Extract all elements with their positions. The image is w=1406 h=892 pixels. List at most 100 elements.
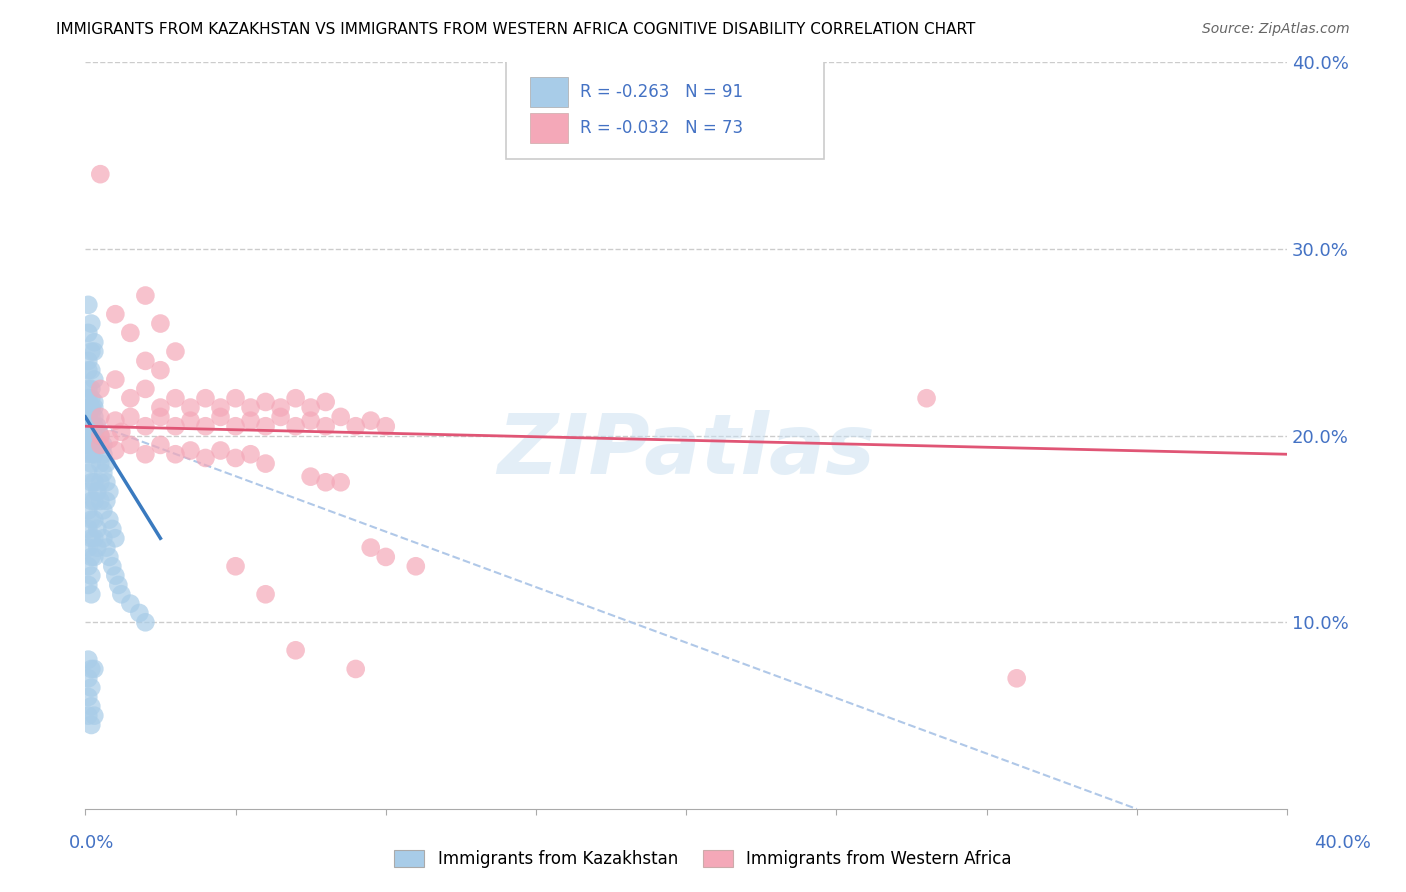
Point — [77, 354, 100, 368]
Point — [360, 541, 382, 555]
Point — [91, 466, 114, 480]
Point — [83, 438, 105, 452]
Point — [149, 438, 172, 452]
Point — [149, 317, 172, 331]
Text: R = -0.032   N = 73: R = -0.032 N = 73 — [581, 119, 744, 136]
Point — [89, 428, 111, 442]
Point — [120, 391, 142, 405]
Point — [80, 568, 103, 582]
Point — [344, 419, 367, 434]
Point — [254, 587, 277, 601]
Point — [284, 419, 307, 434]
Point — [80, 401, 103, 415]
Point — [299, 469, 322, 483]
Point — [110, 587, 132, 601]
Point — [86, 419, 108, 434]
Point — [77, 382, 100, 396]
Point — [104, 531, 127, 545]
Point — [254, 419, 277, 434]
Point — [344, 662, 367, 676]
Point — [179, 414, 201, 428]
Point — [194, 419, 217, 434]
Point — [77, 428, 100, 442]
Point — [239, 401, 262, 415]
Point — [120, 409, 142, 424]
Point — [179, 443, 201, 458]
Point — [83, 335, 105, 350]
Point — [284, 643, 307, 657]
Point — [120, 438, 142, 452]
Point — [165, 447, 187, 461]
Point — [299, 401, 322, 415]
Point — [149, 363, 172, 377]
Point — [98, 432, 121, 446]
Point — [77, 484, 100, 499]
Point — [89, 475, 111, 490]
Point — [77, 447, 100, 461]
Point — [77, 708, 100, 723]
Text: R = -0.263   N = 91: R = -0.263 N = 91 — [581, 83, 744, 101]
Text: 0.0%: 0.0% — [69, 834, 114, 852]
Point — [83, 409, 105, 424]
Point — [80, 494, 103, 508]
Point — [77, 363, 100, 377]
Point — [270, 409, 292, 424]
Point — [134, 382, 156, 396]
Point — [83, 419, 105, 434]
Point — [134, 354, 156, 368]
Point — [80, 475, 103, 490]
Point — [89, 167, 111, 181]
Point — [77, 503, 100, 517]
Point — [89, 382, 111, 396]
Point — [77, 326, 100, 340]
Point — [83, 428, 105, 442]
Point — [83, 513, 105, 527]
Point — [77, 401, 100, 415]
Point — [329, 475, 352, 490]
Text: Source: ZipAtlas.com: Source: ZipAtlas.com — [1202, 22, 1350, 37]
Point — [405, 559, 427, 574]
Point — [80, 363, 103, 377]
Point — [101, 559, 124, 574]
Point — [91, 531, 114, 545]
Point — [80, 447, 103, 461]
Point — [120, 597, 142, 611]
Point — [80, 699, 103, 714]
Point — [315, 475, 337, 490]
Point — [239, 447, 262, 461]
Point — [80, 317, 103, 331]
Point — [86, 522, 108, 536]
Point — [91, 438, 114, 452]
Point — [89, 457, 111, 471]
Text: ZIPatlas: ZIPatlas — [498, 410, 875, 491]
Point — [83, 662, 105, 676]
Point — [209, 409, 232, 424]
Point — [89, 494, 111, 508]
Point — [80, 662, 103, 676]
Point — [77, 391, 100, 405]
Point — [149, 401, 172, 415]
Point — [83, 373, 105, 387]
Point — [104, 307, 127, 321]
Point — [77, 419, 100, 434]
FancyBboxPatch shape — [530, 77, 568, 107]
Point — [315, 395, 337, 409]
Point — [83, 401, 105, 415]
Point — [86, 541, 108, 555]
Point — [77, 298, 100, 312]
Point — [83, 395, 105, 409]
Point — [96, 475, 118, 490]
Point — [77, 578, 100, 592]
Point — [91, 447, 114, 461]
Point — [374, 419, 396, 434]
Point — [91, 503, 114, 517]
Point — [915, 391, 938, 405]
FancyBboxPatch shape — [506, 58, 824, 160]
Point — [225, 419, 247, 434]
Point — [80, 344, 103, 359]
Point — [77, 690, 100, 704]
Point — [77, 409, 100, 424]
Point — [254, 395, 277, 409]
Point — [80, 718, 103, 732]
Point — [225, 391, 247, 405]
